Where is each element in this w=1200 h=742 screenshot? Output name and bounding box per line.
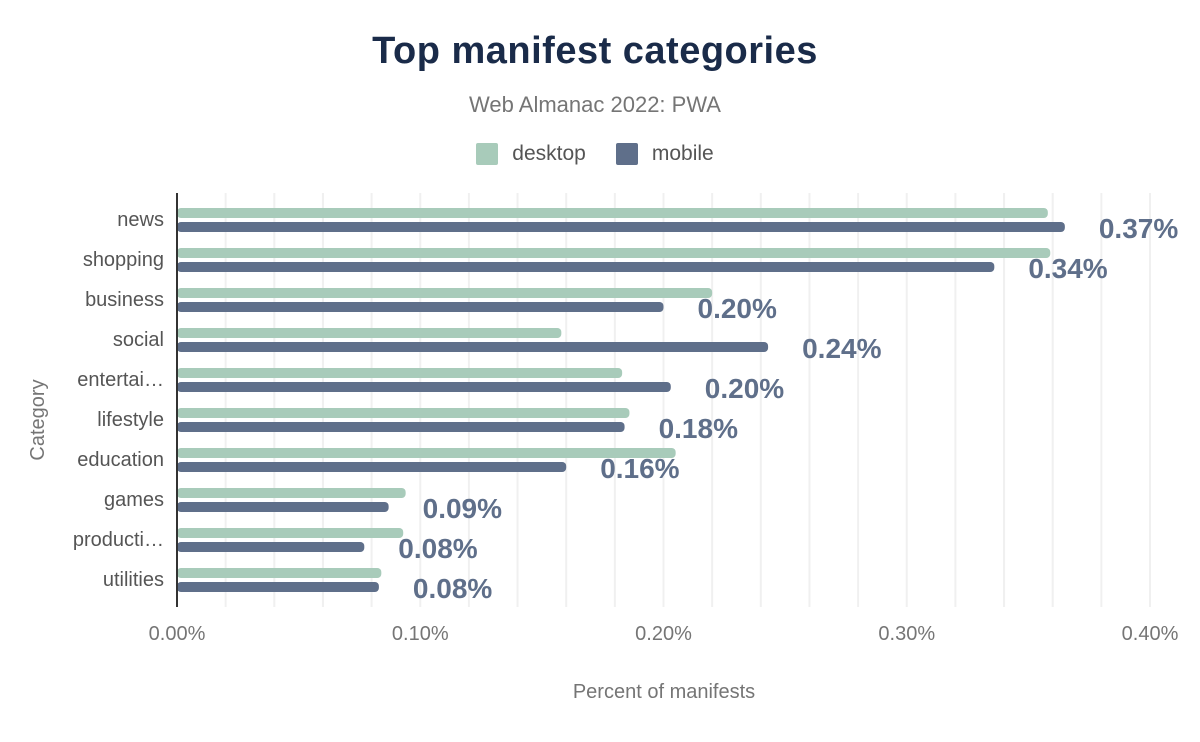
y-axis-label: Category: [27, 379, 49, 460]
bar-desktop: [177, 528, 404, 538]
bar-desktop: [177, 328, 562, 338]
category-label: entertai…: [77, 369, 164, 391]
data-label: 0.34%: [1028, 253, 1107, 284]
bar-mobile: [177, 262, 995, 272]
data-label: 0.18%: [659, 413, 738, 444]
bar-desktop: [177, 488, 406, 498]
category-label: games: [104, 489, 164, 511]
x-tick-label: 0.20%: [635, 623, 692, 645]
bar-mobile: [177, 302, 664, 312]
bar-desktop: [177, 368, 623, 378]
x-tick-label: 0.00%: [149, 623, 206, 645]
bar-mobile: [177, 382, 671, 392]
category-label: lifestyle: [97, 409, 164, 431]
legend-item-desktop[interactable]: desktop: [476, 142, 586, 166]
legend-swatch-desktop: [476, 143, 499, 165]
bar-mobile: [177, 462, 567, 472]
bar-desktop: [177, 208, 1048, 218]
x-tick-label: 0.40%: [1122, 623, 1179, 645]
bar-mobile: [177, 222, 1065, 232]
category-label: news: [117, 209, 164, 231]
bar-mobile: [177, 342, 769, 352]
data-label: 0.24%: [802, 333, 881, 364]
legend: desktop mobile: [0, 142, 1190, 166]
x-tick-label: 0.10%: [392, 623, 449, 645]
category-label: business: [85, 289, 164, 311]
data-label: 0.08%: [398, 533, 477, 564]
category-label: shopping: [83, 249, 164, 271]
bar-desktop: [177, 288, 713, 298]
bar-desktop: [177, 448, 676, 458]
data-label: 0.16%: [600, 453, 679, 484]
bar-desktop: [177, 248, 1051, 258]
x-tick-label: 0.30%: [878, 623, 935, 645]
legend-label-mobile: mobile: [651, 142, 714, 165]
category-label: utilities: [103, 569, 164, 591]
data-label: 0.08%: [413, 573, 492, 604]
data-label: 0.20%: [705, 373, 784, 404]
bar-mobile: [177, 502, 389, 512]
legend-item-mobile[interactable]: mobile: [615, 142, 714, 166]
bar-mobile: [177, 542, 365, 552]
legend-label-desktop: desktop: [512, 142, 586, 165]
category-label: producti…: [73, 529, 164, 551]
data-label: 0.09%: [423, 493, 502, 524]
data-label: 0.20%: [698, 293, 777, 324]
bar-desktop: [177, 568, 382, 578]
bar-mobile: [177, 422, 625, 432]
bar-mobile: [177, 582, 379, 592]
bar-desktop: [177, 408, 630, 418]
category-label: social: [113, 329, 164, 351]
data-label: 0.37%: [1099, 213, 1178, 244]
legend-swatch-mobile: [615, 143, 638, 165]
x-axis-label: Percent of manifests: [573, 681, 755, 703]
category-label: education: [77, 449, 164, 471]
chart-subtitle: Web Almanac 2022: PWA: [469, 92, 721, 117]
chart-title: Top manifest categories: [372, 30, 818, 72]
